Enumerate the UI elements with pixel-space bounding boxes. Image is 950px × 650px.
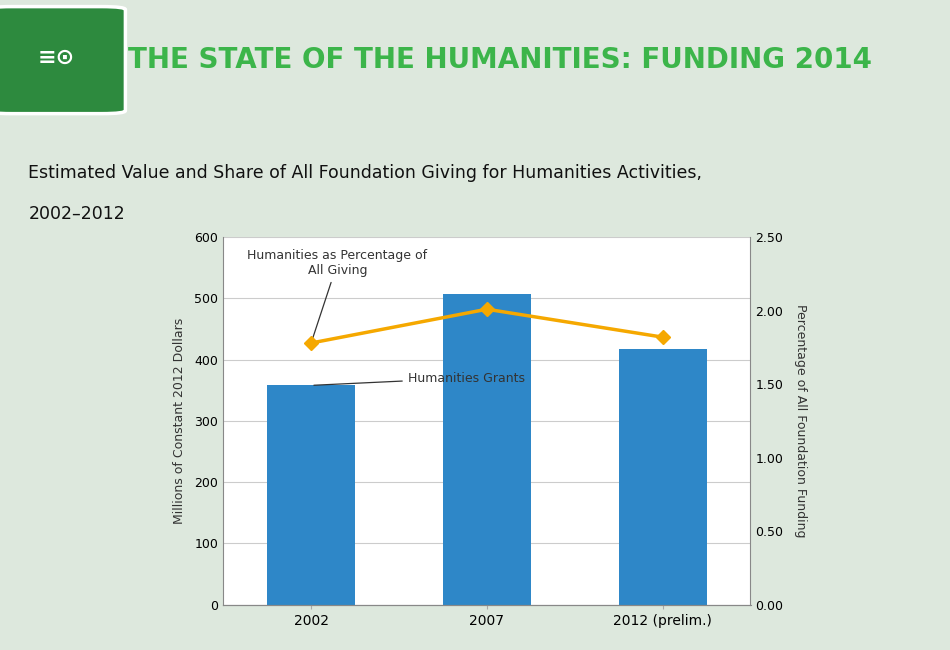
Y-axis label: Millions of Constant 2012 Dollars: Millions of Constant 2012 Dollars [173, 318, 186, 524]
Text: 2002–2012: 2002–2012 [28, 205, 125, 223]
FancyBboxPatch shape [0, 6, 125, 114]
Bar [618, 349, 707, 604]
Text: ≡⊙: ≡⊙ [38, 47, 75, 68]
Text: Humanities as Percentage of
All Giving: Humanities as Percentage of All Giving [247, 249, 428, 341]
Bar [267, 385, 355, 604]
Y-axis label: Percentage of All Foundation Funding: Percentage of All Foundation Funding [794, 304, 808, 538]
Text: THE STATE OF THE HUMANITIES: FUNDING 2014: THE STATE OF THE HUMANITIES: FUNDING 201… [128, 46, 872, 74]
Text: Estimated Value and Share of All Foundation Giving for Humanities Activities,: Estimated Value and Share of All Foundat… [28, 164, 702, 182]
Text: Humanities Grants: Humanities Grants [314, 372, 524, 385]
Bar [443, 294, 531, 604]
